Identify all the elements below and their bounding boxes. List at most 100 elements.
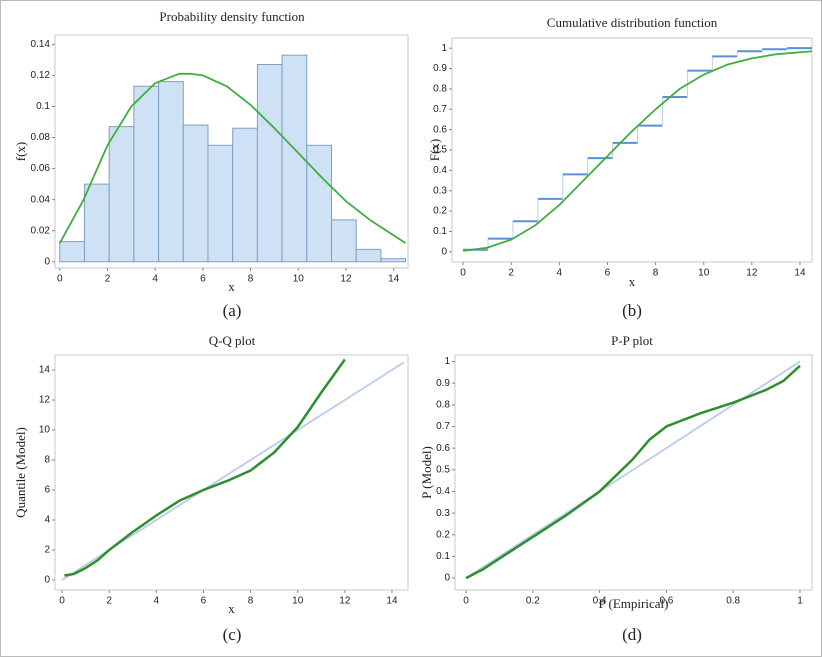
- x-tick-label: 0: [460, 268, 466, 279]
- y-tick-label: 6: [44, 485, 50, 496]
- y-axis-label: P (Model): [419, 446, 434, 499]
- x-tick-label: 6: [200, 274, 206, 285]
- histogram-bar: [83, 183, 110, 263]
- line: [64, 358, 346, 577]
- x-tick-label: 12: [340, 274, 352, 285]
- chart-title: Q-Q plot: [209, 333, 256, 348]
- x-tick-label: 12: [339, 596, 351, 607]
- y-tick-label: 0.02: [31, 225, 51, 236]
- y-tick-label: 0.04: [31, 194, 51, 205]
- y-tick-label: 4: [44, 515, 50, 526]
- chart-title: P-P plot: [611, 333, 653, 348]
- y-tick-label: 0.2: [433, 206, 447, 217]
- line: [462, 50, 813, 252]
- x-tick-label: 10: [293, 274, 305, 285]
- histogram-bar: [355, 248, 382, 263]
- histogram-bar: [306, 144, 333, 263]
- caption: (d): [622, 625, 642, 644]
- chart-title: Cumulative distribution function: [547, 15, 718, 30]
- histogram-bar: [232, 127, 258, 263]
- y-tick-label: 0.9: [433, 63, 447, 74]
- x-tick-label: 6: [201, 596, 207, 607]
- histogram-bar: [207, 144, 234, 263]
- y-tick-label: 0.1: [436, 551, 450, 562]
- histogram-bar: [331, 219, 357, 263]
- y-tick-label: 0.6: [436, 443, 450, 454]
- y-tick-label: 0.8: [436, 399, 450, 410]
- y-tick-label: 0.7: [433, 104, 447, 115]
- y-tick-label: 0: [44, 575, 50, 586]
- y-tick-label: 0.8: [433, 84, 447, 95]
- y-tick-label: 0.08: [31, 132, 51, 143]
- histogram-bar: [133, 85, 160, 263]
- x-tick-label: 14: [794, 268, 806, 279]
- y-tick-label: 0: [441, 246, 447, 257]
- line: [58, 72, 407, 244]
- x-tick-label: 14: [386, 596, 398, 607]
- x-tick-label: 0.8: [726, 596, 740, 607]
- x-tick-label: 6: [605, 268, 611, 279]
- y-tick-label: 10: [39, 425, 51, 436]
- y-tick-label: 0.4: [436, 486, 450, 497]
- histogram-bar: [182, 124, 209, 263]
- x-tick-label: 4: [557, 268, 563, 279]
- x-tick-label: 10: [292, 596, 304, 607]
- y-tick-label: 0: [444, 573, 450, 584]
- histogram-bar: [59, 241, 85, 263]
- y-axis-label: Quantile (Model): [13, 427, 28, 518]
- y-tick-label: 0.1: [433, 226, 447, 237]
- y-tick-label: 12: [39, 395, 51, 406]
- y-tick-label: 0.3: [436, 508, 450, 519]
- y-tick-label: 0.5: [436, 464, 450, 475]
- x-axis-label: P (Empirical): [599, 596, 669, 611]
- caption: (b): [622, 301, 642, 320]
- x-axis-label: x: [629, 274, 636, 289]
- histogram-bar: [158, 81, 184, 263]
- y-tick-label: 0.6: [433, 124, 447, 135]
- y-tick-label: 2: [44, 545, 50, 556]
- y-tick-label: 0.1: [36, 101, 50, 112]
- x-tick-label: 0.2: [526, 596, 540, 607]
- y-tick-label: 0.2: [436, 529, 450, 540]
- x-tick-label: 0.4: [593, 596, 607, 607]
- chart-title: Probability density function: [159, 9, 305, 24]
- x-axis-label: x: [228, 279, 235, 294]
- x-tick-label: 2: [508, 268, 514, 279]
- x-tick-label: 0.6: [659, 596, 673, 607]
- y-tick-label: 0.9: [436, 378, 450, 389]
- histogram-bar: [380, 258, 407, 263]
- y-tick-label: 0.06: [31, 163, 51, 174]
- x-tick-label: 8: [248, 596, 254, 607]
- x-tick-label: 14: [388, 274, 400, 285]
- x-tick-label: 2: [106, 596, 112, 607]
- x-tick-label: 4: [152, 274, 158, 285]
- x-tick-label: 1: [797, 596, 803, 607]
- y-tick-label: 0.3: [433, 185, 447, 196]
- histogram-bar: [108, 126, 135, 263]
- y-tick-label: 1: [444, 356, 450, 367]
- y-tick-label: 1: [441, 43, 447, 54]
- x-tick-label: 8: [248, 274, 254, 285]
- caption: (a): [223, 301, 242, 320]
- x-tick-label: 0: [463, 596, 469, 607]
- caption: (c): [223, 625, 242, 644]
- plot-area: [451, 37, 813, 263]
- y-tick-label: 14: [39, 365, 51, 376]
- x-tick-label: 10: [698, 268, 710, 279]
- x-tick-label: 4: [154, 596, 160, 607]
- x-tick-label: 8: [653, 268, 659, 279]
- x-tick-label: 0: [57, 274, 63, 285]
- x-tick-label: 2: [105, 274, 111, 285]
- histogram-bar: [256, 64, 283, 263]
- y-tick-label: 0.7: [436, 421, 450, 432]
- line: [465, 364, 801, 580]
- y-tick-label: 0: [44, 256, 50, 267]
- y-tick-label: 0.12: [31, 70, 51, 81]
- y-axis-label: F(x): [427, 139, 442, 161]
- x-tick-label: 0: [59, 596, 65, 607]
- y-tick-label: 0.5: [433, 145, 447, 156]
- y-tick-label: 0.14: [31, 39, 51, 50]
- y-tick-label: 8: [44, 455, 50, 466]
- x-tick-label: 12: [746, 268, 758, 279]
